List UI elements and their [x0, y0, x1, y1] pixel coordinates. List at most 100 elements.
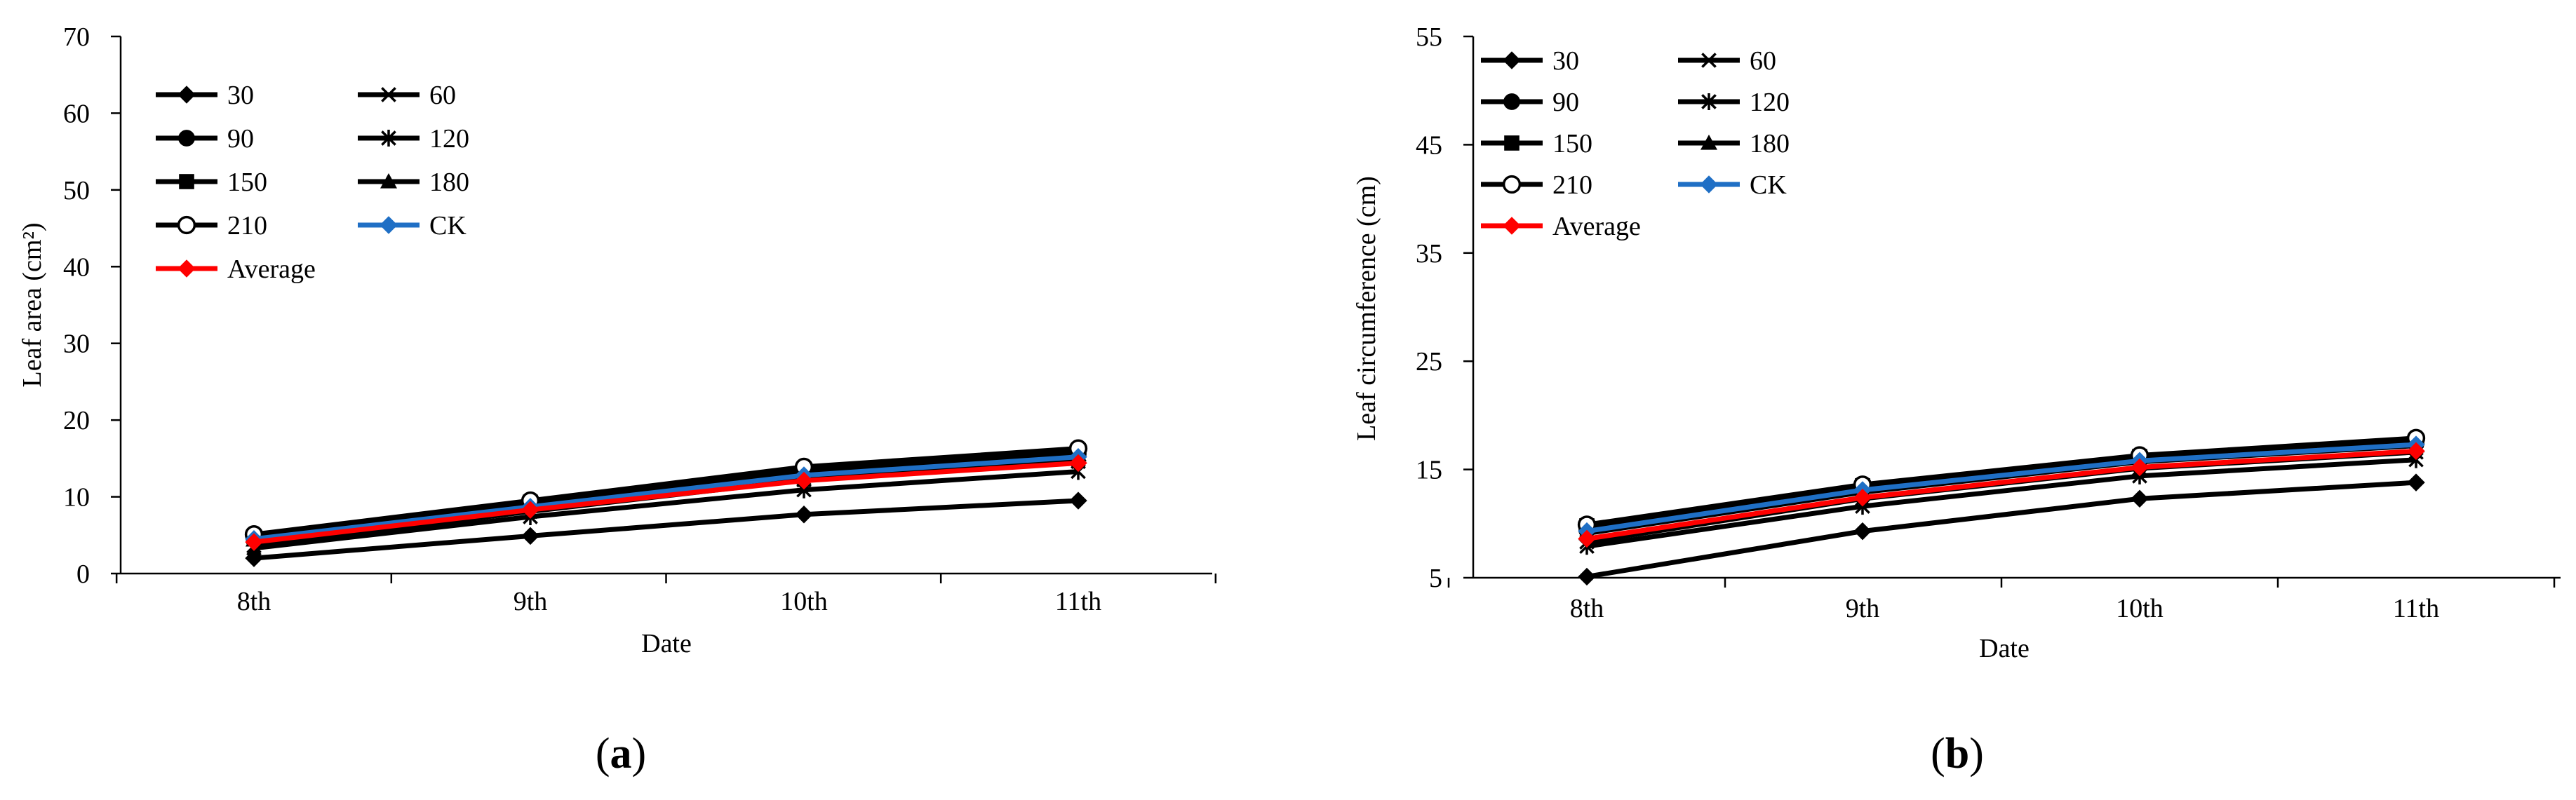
y-tick-label: 5: [1429, 564, 1442, 593]
legend: 30 60 90 120 150 180 210 CK Average: [1481, 46, 1790, 241]
data-point: [2407, 473, 2425, 491]
legend-label: 150: [227, 168, 267, 197]
legend-marker: [177, 215, 196, 235]
legend-item-30: 30: [156, 81, 254, 110]
data-point: [521, 527, 539, 545]
y-tick-label: 0: [76, 560, 90, 589]
x-axis-title: Date: [641, 629, 692, 658]
legend-item-60: 60: [1678, 46, 1776, 76]
panel-label-close: ): [632, 730, 647, 778]
y-tick-label: 55: [1416, 22, 1442, 52]
legend-marker: [177, 259, 196, 278]
series-line: [1586, 435, 2417, 527]
legend-item-average: Average: [156, 255, 316, 284]
y-tick-label: 35: [1416, 239, 1442, 269]
y-tick-label: 15: [1416, 456, 1442, 485]
legend-item-90: 90: [156, 124, 254, 154]
y-tick-label: 60: [63, 99, 90, 128]
panel-label: (a): [596, 730, 646, 778]
legend-item-90: 90: [1481, 88, 1579, 117]
y-axis-title: Leaf area (cm²): [18, 223, 47, 388]
legend-label: 120: [429, 124, 469, 154]
legend-label: 180: [1750, 129, 1790, 158]
legend-marker: [178, 130, 195, 147]
y-tick-label: 40: [63, 252, 90, 282]
y-tick-label: 20: [63, 406, 90, 435]
data-point: [1853, 489, 1872, 507]
legend-marker: [179, 174, 194, 189]
series-30: [1578, 473, 2425, 586]
legend-marker: [1504, 135, 1520, 151]
y-tick-label: 30: [63, 330, 90, 359]
legend-marker-stroke: [381, 87, 396, 102]
legend-label: CK: [429, 211, 467, 240]
legend-label: 150: [1552, 129, 1592, 158]
panel-label: (b): [1931, 730, 1984, 778]
data-point: [245, 533, 263, 551]
legend-label: 60: [1750, 46, 1776, 76]
legend-marker: [1503, 93, 1520, 110]
panel-label-letter: a: [610, 730, 632, 778]
series-line: [1586, 480, 2417, 579]
legend-item-120: 120: [358, 124, 469, 154]
legend-item-180: 180: [358, 168, 469, 197]
x-tick-label: 9th: [1846, 594, 1880, 623]
panel-label-close: ): [1969, 730, 1984, 778]
x-tick-label: 10th: [2116, 594, 2164, 623]
y-tick-label: 10: [63, 483, 90, 513]
legend-item-average: Average: [1481, 212, 1641, 241]
series-line: [253, 468, 1079, 551]
legend-label: 90: [227, 124, 254, 154]
data-point: [2407, 442, 2425, 461]
series-line: [1586, 442, 2417, 534]
x-tick-label: 11th: [2393, 594, 2439, 623]
series-line: [253, 454, 1079, 542]
series-line: [253, 460, 1079, 545]
series-average: [245, 454, 1087, 551]
legend-label: 60: [429, 81, 456, 110]
series-60: [1579, 445, 2424, 550]
legend-item-210: 210: [1481, 170, 1592, 200]
x-tick-label: 8th: [237, 587, 271, 616]
legend-label: Average: [1552, 212, 1641, 241]
data-point: [2131, 489, 2149, 508]
x-tick-label: 11th: [1055, 587, 1101, 616]
series-120: [246, 463, 1086, 557]
series-average: [1578, 442, 2425, 548]
data-point: [795, 506, 813, 524]
legend-marker: [1701, 93, 1717, 110]
series-line: [1586, 448, 2417, 541]
legend-label: 90: [1552, 88, 1579, 117]
panel-label-open: (: [596, 730, 610, 778]
chart-panel-b: 5 15 25 35 45 55 8th 9th 10th 11th Date Leaf circum…: [1352, 22, 2561, 778]
chart-panel-a: 0 10 20 30 40 50 60 70 8th 9th 10th 11th Date Leaf ar…: [18, 22, 1217, 778]
y-tick-label: 25: [1416, 347, 1442, 377]
legend-item-210: 210: [156, 211, 267, 240]
legend-marker: [380, 173, 397, 189]
data-point: [1069, 491, 1087, 510]
legend: 30 60 90 120 150 180 210 CK Average: [156, 81, 469, 284]
legend-item-30: 30: [1481, 46, 1579, 76]
legend-item-150: 150: [1481, 129, 1592, 158]
legend-marker: [1700, 175, 1718, 194]
legend-marker: [1502, 175, 1522, 194]
y-axis-title: Leaf circumference (cm): [1352, 176, 1381, 441]
legend-marker: [381, 130, 396, 147]
legend-item-ck: CK: [1678, 170, 1787, 200]
legend-label: 120: [1750, 88, 1790, 117]
series-line: [253, 498, 1079, 561]
data-point: [1578, 529, 1596, 548]
series-line: [1586, 457, 2417, 549]
y-tick-label: 70: [63, 22, 90, 52]
legend-marker: [381, 87, 396, 102]
legend-label: 180: [429, 168, 469, 197]
legend-label: 30: [1552, 46, 1579, 76]
legend-marker: [1701, 53, 1717, 68]
data-point: [1853, 522, 1872, 541]
data-point: [2131, 458, 2149, 477]
legend-item-180: 180: [1678, 129, 1790, 158]
series-line: [253, 446, 1079, 537]
legend-item-150: 150: [156, 168, 267, 197]
